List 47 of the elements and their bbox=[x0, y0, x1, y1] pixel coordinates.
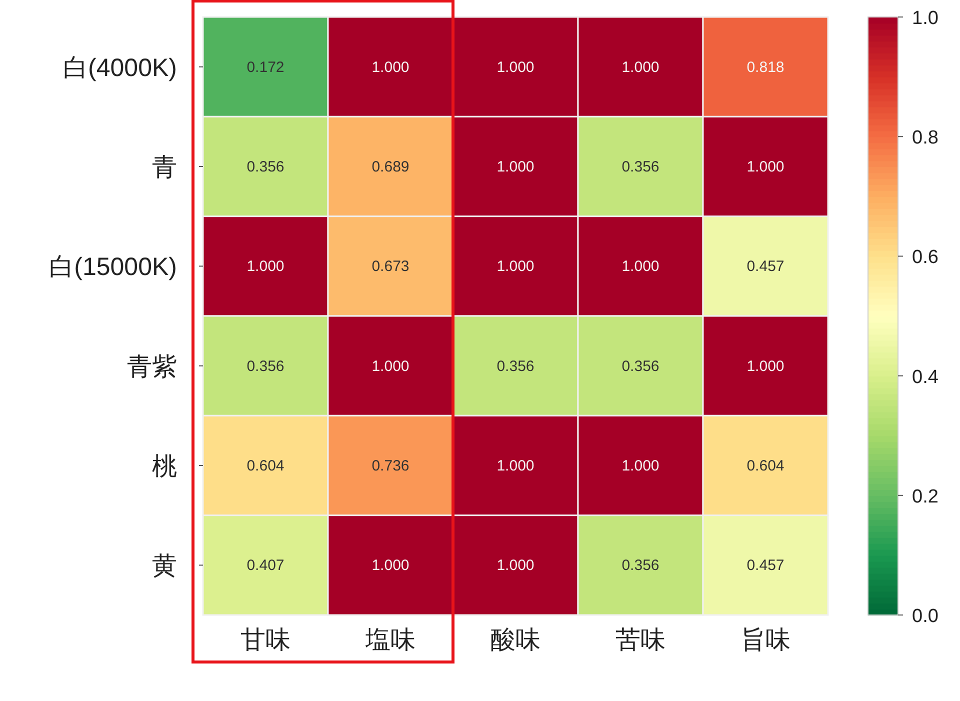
data-label: 1.000 bbox=[372, 358, 410, 375]
y-tick-label: 黄 bbox=[152, 552, 177, 580]
y-tick-label: 白(15000K) bbox=[49, 253, 177, 282]
y-tick-label: 白(4000K) bbox=[63, 54, 177, 82]
data-label: 1.000 bbox=[496, 58, 534, 76]
data-label: 0.457 bbox=[746, 258, 784, 276]
data-label: 0.407 bbox=[246, 557, 284, 574]
color-bar-label: 0.8 bbox=[912, 128, 938, 149]
data-label: 1.000 bbox=[246, 258, 284, 276]
data-label: 1.000 bbox=[622, 58, 660, 76]
color-bar-label: 1.0 bbox=[912, 8, 938, 29]
color-bar-label: 0.2 bbox=[912, 486, 938, 508]
data-label: 1.000 bbox=[496, 557, 534, 574]
color-bar-label: 0.6 bbox=[912, 247, 938, 268]
x-tick-label: 甘味 bbox=[240, 626, 290, 654]
data-label: 0.356 bbox=[622, 358, 660, 375]
data-label: 0.172 bbox=[246, 58, 284, 76]
data-label: 0.689 bbox=[372, 158, 410, 176]
data-label: 1.000 bbox=[622, 258, 660, 276]
data-label: 0.818 bbox=[746, 58, 784, 76]
data-label: 0.356 bbox=[246, 358, 284, 375]
y-tick-label: 青紫 bbox=[127, 352, 177, 381]
data-label: 1.000 bbox=[746, 358, 784, 375]
y-tick-label: 青 bbox=[152, 154, 177, 182]
data-label: 0.356 bbox=[622, 557, 660, 574]
x-tick-label: 酸味 bbox=[490, 626, 540, 654]
data-label: 0.736 bbox=[372, 458, 410, 474]
y-tick-label: 桃 bbox=[152, 452, 177, 480]
data-label: 1.000 bbox=[622, 458, 660, 474]
data-label: 0.356 bbox=[246, 158, 284, 176]
color-bar-label: 0.0 bbox=[912, 606, 938, 627]
data-label: 0.356 bbox=[496, 358, 534, 375]
x-tick-label: 苦味 bbox=[616, 626, 666, 654]
data-label: 1.000 bbox=[496, 458, 534, 474]
data-label: 0.604 bbox=[746, 458, 784, 474]
x-tick-label: 塩味 bbox=[364, 626, 416, 654]
data-label: 1.000 bbox=[496, 158, 534, 176]
data-label: 0.356 bbox=[622, 158, 660, 176]
data-label: 0.673 bbox=[372, 258, 410, 276]
data-label: 0.457 bbox=[746, 557, 784, 574]
data-label: 1.000 bbox=[496, 258, 534, 276]
color-bar-label: 0.4 bbox=[912, 366, 939, 388]
data-label: 1.000 bbox=[372, 58, 410, 76]
x-tick-label: 旨味 bbox=[740, 626, 790, 654]
data-label: 1.000 bbox=[372, 557, 410, 574]
data-label: 1.000 bbox=[746, 158, 784, 176]
data-label: 0.604 bbox=[246, 458, 284, 474]
